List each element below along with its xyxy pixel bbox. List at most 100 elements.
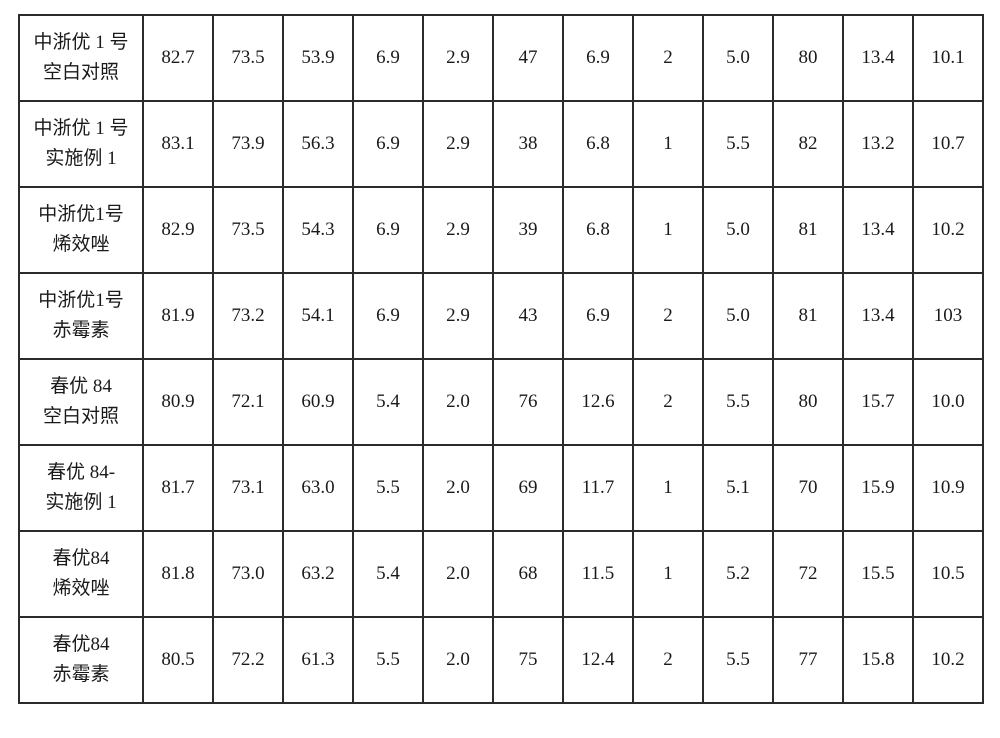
row-label-line: 春优84 (24, 630, 138, 660)
row-label: 春优84 烯效唑 (19, 531, 143, 617)
data-cell: 70 (773, 445, 843, 531)
data-cell: 73.5 (213, 15, 283, 101)
data-cell: 5.5 (703, 617, 773, 703)
data-cell: 5.5 (703, 101, 773, 187)
row-label: 中浙优 1 号 实施例 1 (19, 101, 143, 187)
row-label-line: 中浙优 1 号 (24, 114, 138, 144)
table-row: 中浙优 1 号 空白对照 82.7 73.5 53.9 6.9 2.9 47 6… (19, 15, 983, 101)
data-cell: 77 (773, 617, 843, 703)
data-cell: 80 (773, 359, 843, 445)
table-row: 春优84 烯效唑 81.8 73.0 63.2 5.4 2.0 68 11.5 … (19, 531, 983, 617)
data-cell: 2.9 (423, 15, 493, 101)
row-label-line: 赤霉素 (24, 660, 138, 690)
data-cell: 1 (633, 187, 703, 273)
data-cell: 6.8 (563, 101, 633, 187)
data-cell: 76 (493, 359, 563, 445)
data-cell: 10.1 (913, 15, 983, 101)
table-row: 春优 84- 实施例 1 81.7 73.1 63.0 5.5 2.0 69 1… (19, 445, 983, 531)
row-label-line: 春优 84 (24, 372, 138, 402)
data-cell: 61.3 (283, 617, 353, 703)
data-cell: 72 (773, 531, 843, 617)
data-cell: 15.7 (843, 359, 913, 445)
data-cell: 38 (493, 101, 563, 187)
data-cell: 12.4 (563, 617, 633, 703)
data-cell: 2.9 (423, 273, 493, 359)
data-cell: 6.9 (353, 273, 423, 359)
data-cell: 103 (913, 273, 983, 359)
data-cell: 82 (773, 101, 843, 187)
data-cell: 6.9 (563, 273, 633, 359)
data-cell: 2.0 (423, 445, 493, 531)
row-label-line: 中浙优1号 (24, 286, 138, 316)
data-cell: 5.5 (353, 617, 423, 703)
data-cell: 47 (493, 15, 563, 101)
data-cell: 13.4 (843, 187, 913, 273)
data-cell: 10.7 (913, 101, 983, 187)
data-cell: 73.1 (213, 445, 283, 531)
data-cell: 56.3 (283, 101, 353, 187)
data-cell: 5.5 (353, 445, 423, 531)
data-cell: 73.2 (213, 273, 283, 359)
data-cell: 43 (493, 273, 563, 359)
data-cell: 83.1 (143, 101, 213, 187)
row-label: 春优84 赤霉素 (19, 617, 143, 703)
data-cell: 2 (633, 273, 703, 359)
data-cell: 6.9 (353, 187, 423, 273)
data-cell: 15.5 (843, 531, 913, 617)
data-cell: 6.9 (563, 15, 633, 101)
row-label: 春优 84- 实施例 1 (19, 445, 143, 531)
data-cell: 5.0 (703, 273, 773, 359)
data-cell: 5.4 (353, 531, 423, 617)
data-cell: 2 (633, 15, 703, 101)
row-label-line: 中浙优 1 号 (24, 28, 138, 58)
data-cell: 6.9 (353, 101, 423, 187)
data-cell: 13.4 (843, 273, 913, 359)
data-cell: 11.7 (563, 445, 633, 531)
row-label-line: 空白对照 (24, 58, 138, 88)
data-cell: 5.0 (703, 187, 773, 273)
data-cell: 1 (633, 445, 703, 531)
data-cell: 81 (773, 273, 843, 359)
data-cell: 54.1 (283, 273, 353, 359)
data-cell: 75 (493, 617, 563, 703)
data-table: 中浙优 1 号 空白对照 82.7 73.5 53.9 6.9 2.9 47 6… (18, 14, 984, 704)
data-cell: 13.4 (843, 15, 913, 101)
row-label: 春优 84 空白对照 (19, 359, 143, 445)
row-label-line: 春优 84- (24, 458, 138, 488)
data-cell: 63.0 (283, 445, 353, 531)
table-wrapper: 中浙优 1 号 空白对照 82.7 73.5 53.9 6.9 2.9 47 6… (0, 0, 1000, 718)
row-label-line: 烯效唑 (24, 230, 138, 260)
table-row: 春优84 赤霉素 80.5 72.2 61.3 5.5 2.0 75 12.4 … (19, 617, 983, 703)
data-cell: 54.3 (283, 187, 353, 273)
data-cell: 69 (493, 445, 563, 531)
data-cell: 63.2 (283, 531, 353, 617)
data-cell: 13.2 (843, 101, 913, 187)
table-row: 中浙优1号 赤霉素 81.9 73.2 54.1 6.9 2.9 43 6.9 … (19, 273, 983, 359)
data-cell: 80.5 (143, 617, 213, 703)
data-cell: 80 (773, 15, 843, 101)
data-cell: 2 (633, 359, 703, 445)
data-cell: 15.8 (843, 617, 913, 703)
data-cell: 72.2 (213, 617, 283, 703)
data-cell: 81 (773, 187, 843, 273)
data-cell: 81.7 (143, 445, 213, 531)
data-cell: 2.9 (423, 101, 493, 187)
data-cell: 82.9 (143, 187, 213, 273)
data-cell: 81.8 (143, 531, 213, 617)
table-row: 春优 84 空白对照 80.9 72.1 60.9 5.4 2.0 76 12.… (19, 359, 983, 445)
data-cell: 5.1 (703, 445, 773, 531)
row-label: 中浙优 1 号 空白对照 (19, 15, 143, 101)
data-cell: 5.5 (703, 359, 773, 445)
data-cell: 10.2 (913, 187, 983, 273)
row-label-line: 烯效唑 (24, 574, 138, 604)
row-label-line: 实施例 1 (24, 488, 138, 518)
data-cell: 15.9 (843, 445, 913, 531)
row-label: 中浙优1号 赤霉素 (19, 273, 143, 359)
data-cell: 80.9 (143, 359, 213, 445)
data-cell: 73.9 (213, 101, 283, 187)
data-cell: 60.9 (283, 359, 353, 445)
data-cell: 1 (633, 101, 703, 187)
table-row: 中浙优1号 烯效唑 82.9 73.5 54.3 6.9 2.9 39 6.8 … (19, 187, 983, 273)
data-cell: 2.9 (423, 187, 493, 273)
data-cell: 72.1 (213, 359, 283, 445)
